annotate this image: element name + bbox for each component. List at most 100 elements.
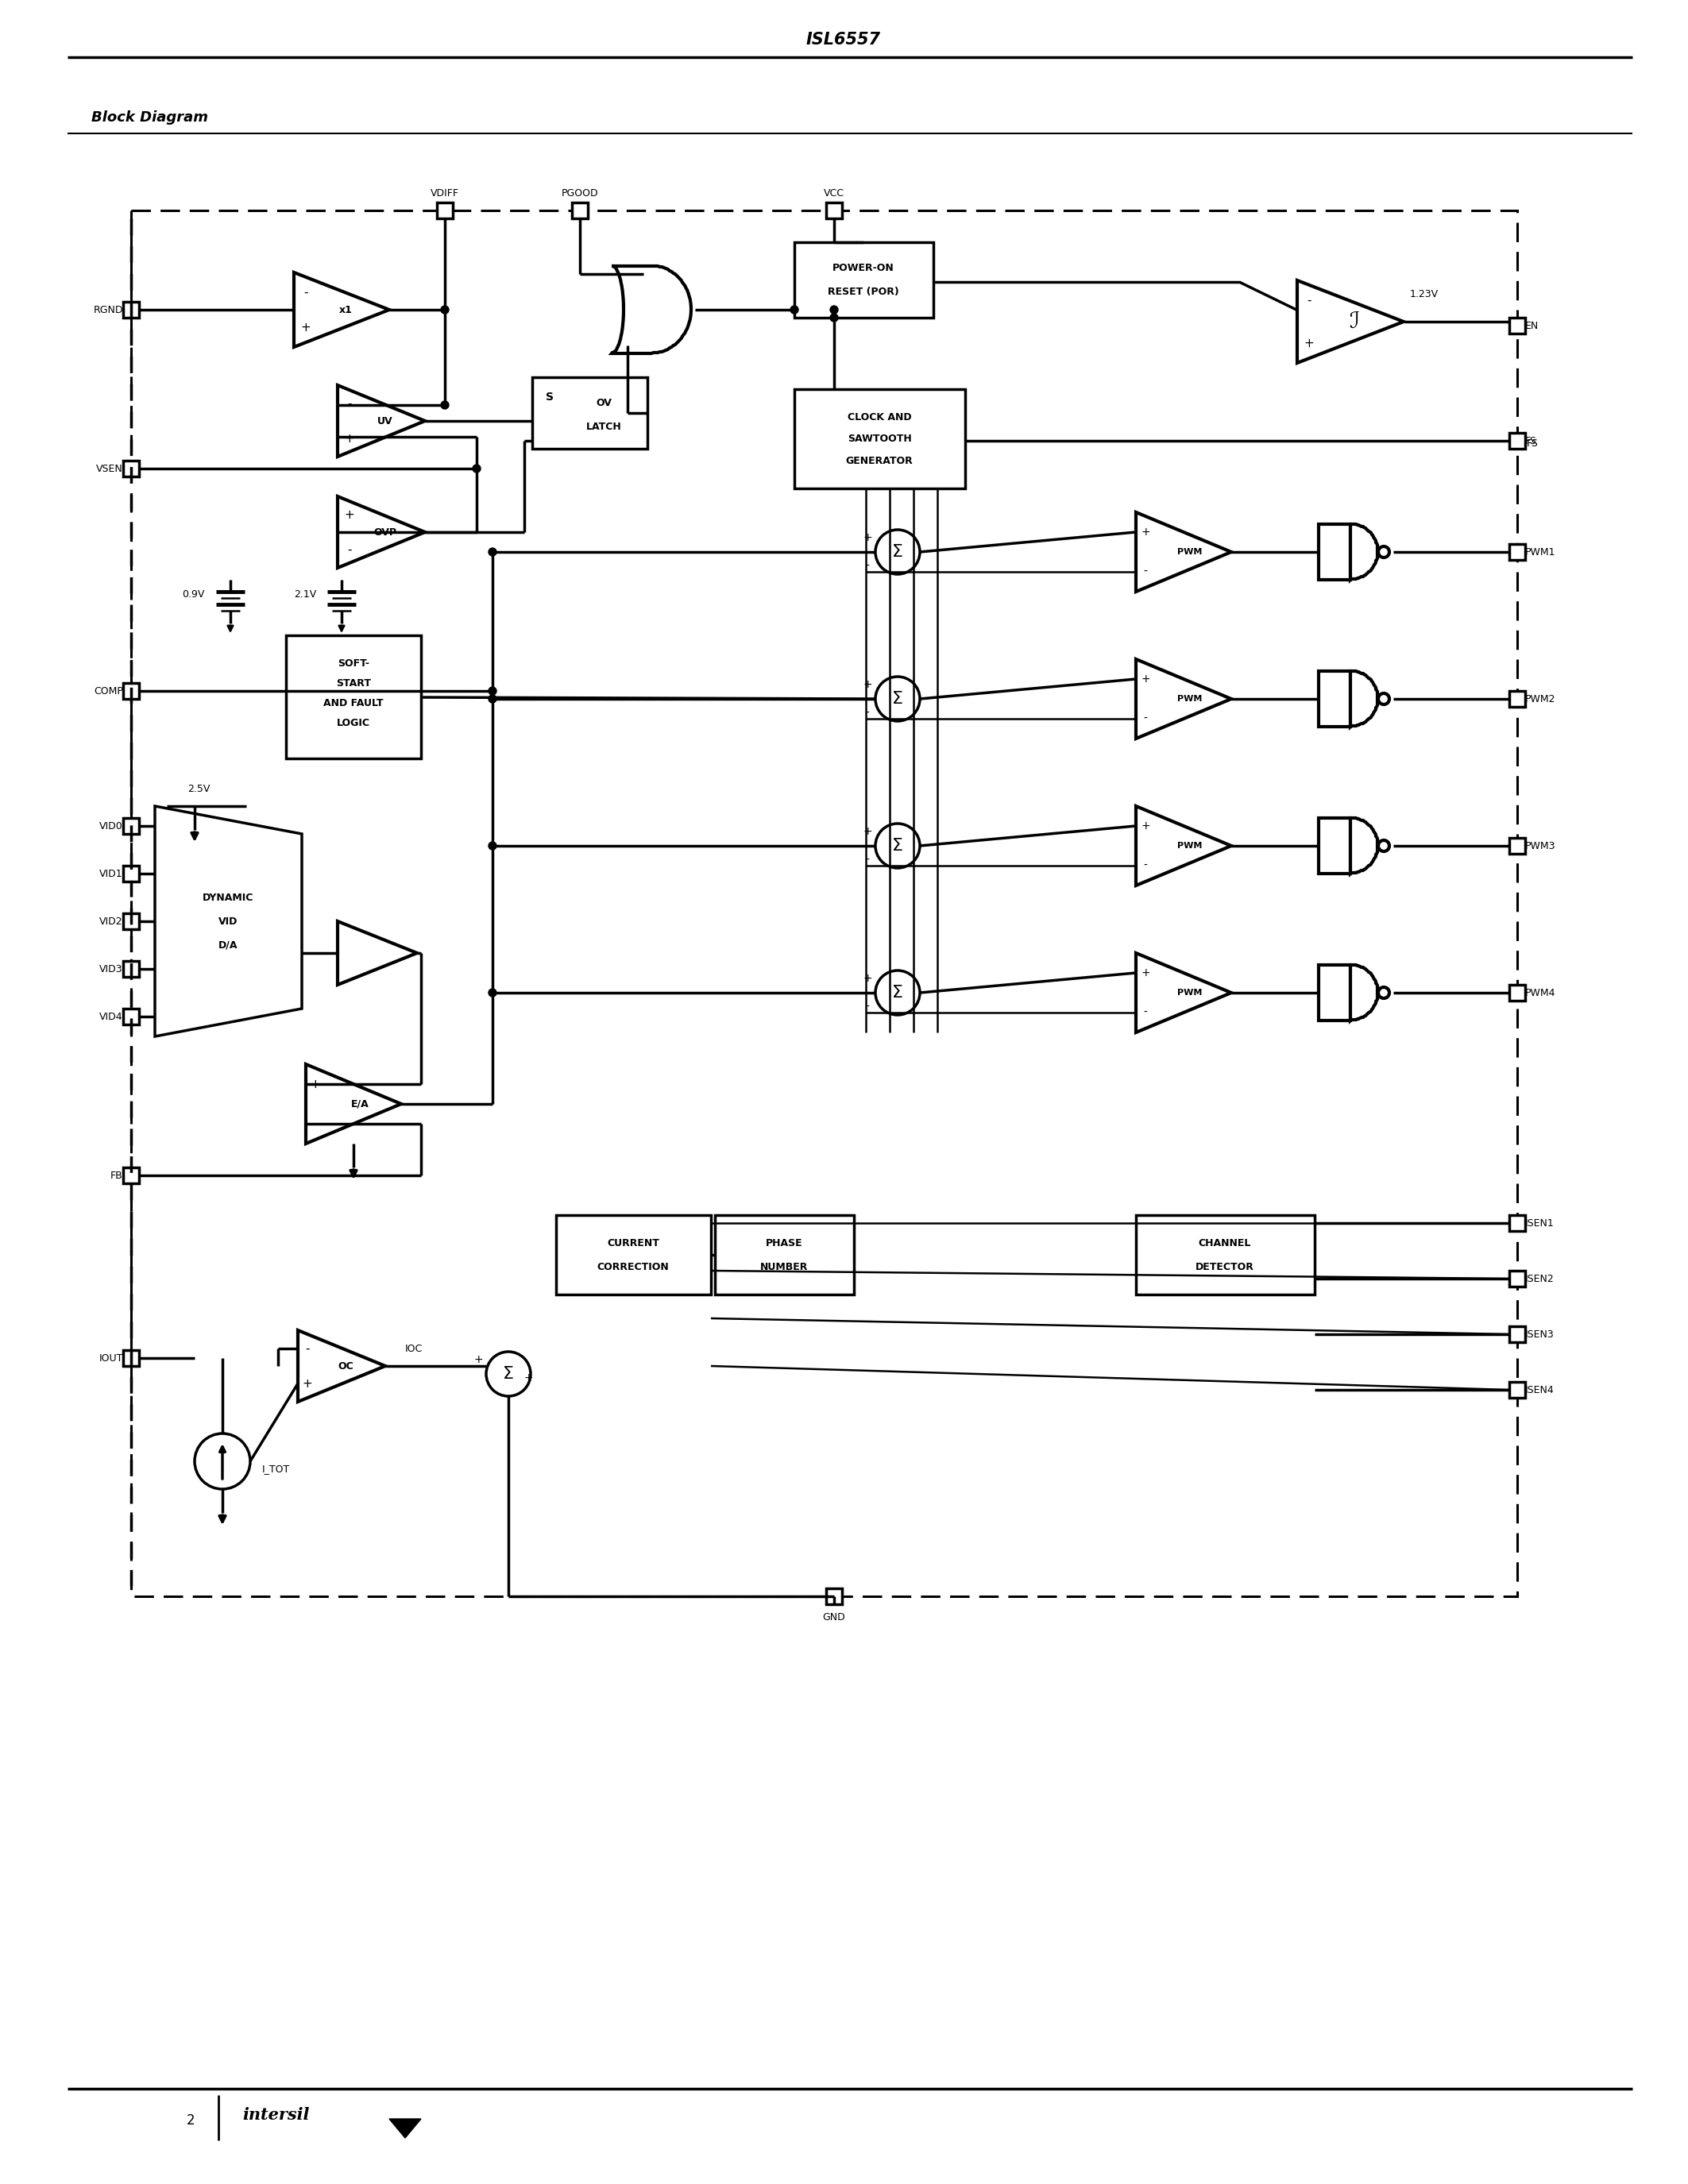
Bar [1509,544,1526,559]
Circle shape [830,314,837,321]
Text: VID3: VID3 [100,963,123,974]
Text: +: + [863,679,873,690]
Polygon shape [611,266,690,354]
Text: ISEN3: ISEN3 [1526,1330,1555,1339]
Text: 2: 2 [186,2114,194,2127]
Text: VID1: VID1 [100,869,123,878]
Text: PWM: PWM [1178,841,1202,850]
Text: +: + [863,972,873,985]
Text: ISEN1: ISEN1 [1526,1219,1555,1227]
Polygon shape [1136,513,1231,592]
Text: -: - [348,397,351,408]
Polygon shape [338,496,425,568]
Text: +: + [474,1354,483,1365]
Text: PWM1: PWM1 [1526,546,1556,557]
Text: Block Diagram: Block Diagram [91,111,208,124]
Polygon shape [1136,660,1231,738]
Bar [795,389,966,489]
Text: intersil: intersil [243,2108,309,2123]
Text: +: + [1141,968,1150,978]
Text: -: - [866,854,869,865]
Text: S: S [545,391,554,402]
Text: +: + [1141,673,1150,684]
Text: NUMBER: NUMBER [760,1262,809,1271]
Text: +: + [863,533,873,544]
Text: CORRECTION: CORRECTION [598,1262,668,1271]
Text: DYNAMIC: DYNAMIC [203,893,253,902]
Text: RGND: RGND [93,304,123,314]
Text: +: + [1305,336,1315,349]
Bar [132,210,1518,1597]
Text: -: - [1307,295,1312,306]
Polygon shape [1350,965,1377,1020]
Text: IOC: IOC [405,1343,422,1354]
Bar [1509,1214,1526,1232]
Text: CURRENT: CURRENT [608,1238,660,1247]
Bar [1509,1326,1526,1343]
Circle shape [790,306,798,314]
Bar [437,203,452,218]
Text: PWM3: PWM3 [1526,841,1556,852]
Bar [123,961,138,976]
Circle shape [488,688,496,695]
Circle shape [488,841,496,850]
Text: ISL6557: ISL6557 [807,33,881,48]
Polygon shape [390,2118,420,2138]
Text: +: + [311,1079,321,1090]
Text: OC: OC [338,1361,353,1372]
Text: -: - [314,1118,317,1129]
Text: VCC: VCC [824,188,844,199]
Bar [285,636,420,758]
Text: +: + [344,509,354,520]
Bar [123,1350,138,1365]
Text: LATCH: LATCH [586,422,621,432]
Text: POWER-ON: POWER-ON [832,262,895,273]
Text: AND FAULT: AND FAULT [324,697,383,708]
Text: +: + [1141,821,1150,832]
Text: VID0: VID0 [100,821,123,832]
Text: VID4: VID4 [100,1011,123,1022]
Bar [572,203,587,218]
Circle shape [473,465,481,472]
Circle shape [488,989,496,996]
Bar [795,242,933,317]
Text: GENERATOR: GENERATOR [846,456,913,465]
Bar [1509,432,1526,448]
Text: SAWTOOTH: SAWTOOTH [847,432,912,443]
Text: Σ: Σ [891,690,903,708]
Text: -: - [1143,714,1148,725]
Bar [123,1009,138,1024]
Text: PHASE: PHASE [766,1238,802,1247]
Text: E/A: E/A [351,1099,370,1109]
Polygon shape [1350,670,1377,727]
Text: EN: EN [1526,321,1539,330]
Polygon shape [338,384,425,456]
Text: +: + [523,1372,533,1382]
Polygon shape [338,922,417,985]
Text: FB: FB [111,1171,123,1182]
Text: FS: FS [1526,435,1538,446]
Bar [532,378,648,448]
Text: 0.9V: 0.9V [182,590,204,598]
Bar [123,819,138,834]
Text: LOGIC: LOGIC [338,719,370,727]
Text: PGOOD: PGOOD [562,188,599,199]
Text: VDIFF: VDIFF [430,188,459,199]
Text: RESET (POR): RESET (POR) [827,286,900,297]
Text: +: + [344,432,354,443]
Text: PWM4: PWM4 [1526,987,1556,998]
Text: -: - [866,708,869,719]
Polygon shape [1296,280,1404,363]
Text: VID: VID [218,915,238,926]
Text: OVP: OVP [373,526,397,537]
Bar [1318,670,1350,727]
Text: Σ: Σ [891,544,903,559]
Text: -: - [1143,566,1148,577]
Circle shape [441,402,449,408]
Bar [716,1214,854,1295]
Bar [825,1588,842,1605]
Circle shape [441,306,449,314]
Text: -: - [866,1002,869,1013]
Text: 2.5V: 2.5V [187,784,209,795]
Polygon shape [294,273,390,347]
